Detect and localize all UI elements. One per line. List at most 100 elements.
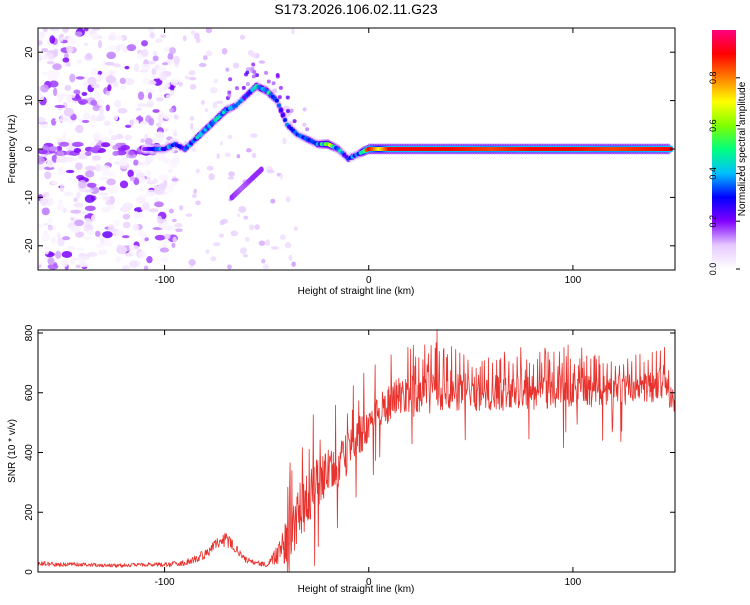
noise-blob [70, 259, 76, 265]
noise-blob [113, 99, 122, 108]
noise-blob [135, 196, 146, 204]
noise-blob [97, 40, 103, 49]
noise-blob [122, 265, 131, 270]
y-tick-label: 10 [24, 95, 35, 107]
noise-blob [118, 158, 128, 167]
noise-blob [125, 153, 137, 159]
noise-blob [139, 186, 145, 192]
noise-blob [116, 245, 127, 255]
noise-blob [38, 261, 42, 266]
noise-blob [94, 163, 102, 172]
noise-blob [119, 180, 129, 189]
noise-blob [75, 76, 85, 80]
noise-blob [123, 77, 135, 85]
noise-blob [48, 146, 58, 152]
noise-blob [165, 94, 171, 99]
noise-blob [112, 81, 119, 88]
noise-blob [96, 74, 102, 83]
ridge-echo [227, 93, 232, 98]
noise-blob [102, 196, 111, 201]
ridge-echo [250, 66, 255, 71]
noise-blob [151, 74, 161, 79]
noise-blob [173, 55, 180, 65]
noise-blob [227, 134, 233, 140]
noise-blob [41, 154, 48, 158]
noise-blob [91, 114, 96, 122]
noise-blob [73, 197, 78, 203]
noise-blob [75, 162, 83, 170]
noise-blob [85, 170, 95, 178]
noise-blob [122, 47, 128, 53]
noise-blob [67, 35, 77, 45]
noise-blob [101, 238, 113, 247]
noise-blob [129, 119, 134, 126]
noise-blob [155, 64, 160, 70]
colorbar-tick-label: 0.0 [708, 263, 718, 276]
noise-blob [84, 189, 94, 193]
noise-blob [75, 231, 85, 238]
colorbar-gradient [712, 30, 736, 269]
y-tick-label: 0 [24, 569, 35, 575]
noise-blob [146, 177, 152, 181]
noise-blob [143, 265, 149, 270]
noise-blob [107, 84, 112, 92]
noise-blob [146, 189, 156, 197]
ridge-echo [251, 74, 256, 79]
noise-blob [204, 108, 209, 113]
noise-blob [95, 243, 105, 248]
noise-blob [142, 77, 151, 86]
noise-blob [97, 98, 104, 107]
noise-blob [155, 38, 163, 44]
noise-blob [210, 256, 217, 262]
noise-blob [145, 137, 153, 146]
noise-blob [106, 178, 116, 186]
noise-blob [44, 245, 50, 255]
ridge-core [283, 117, 288, 122]
noise-blob [227, 264, 232, 270]
noise-blob [142, 202, 150, 211]
noise-blob [38, 54, 43, 62]
noise-blob [66, 156, 75, 163]
noise-blob [61, 258, 69, 267]
noise-blob [59, 33, 64, 38]
noise-blob [189, 76, 197, 81]
noise-blob [258, 240, 266, 246]
noise-blob [108, 34, 116, 41]
noise-blob [173, 131, 177, 137]
noise-blob [82, 112, 91, 120]
noise-blob [156, 97, 164, 102]
ridge-echo [245, 70, 250, 75]
noise-blob [55, 145, 63, 151]
noise-blob [54, 104, 66, 109]
noise-blob [162, 239, 169, 244]
noise-blob [288, 254, 293, 261]
noise-blob [188, 259, 196, 266]
noise-blob [129, 260, 139, 269]
noise-blob [73, 202, 84, 208]
noise-blob [78, 256, 86, 265]
noise-blob [124, 253, 133, 257]
noise-blob [184, 75, 190, 80]
noise-blob [265, 239, 271, 247]
ridge-echo [285, 95, 290, 100]
noise-blob [59, 141, 70, 147]
noise-blob [96, 114, 106, 121]
noise-blob [98, 192, 109, 196]
figure-title: S173.2026.106.02.11.G23 [274, 1, 437, 17]
noise-blob [119, 85, 127, 91]
noise-blob [70, 217, 75, 221]
noise-blob [171, 128, 179, 132]
noise-blob [170, 84, 175, 92]
noise-blob [127, 169, 134, 178]
noise-blob [141, 63, 152, 71]
noise-blob [140, 160, 149, 167]
noise-blob [48, 80, 59, 88]
noise-blob [51, 181, 58, 185]
ridge-echo [302, 107, 307, 112]
noise-blob [152, 50, 158, 56]
colorbar-tick-label: 0.8 [708, 72, 718, 85]
snr-y-ticks: 0 200 400 600 800 [24, 324, 675, 575]
noise-blob [122, 221, 131, 229]
noise-blob [62, 236, 71, 241]
ridge-echo [302, 122, 307, 127]
